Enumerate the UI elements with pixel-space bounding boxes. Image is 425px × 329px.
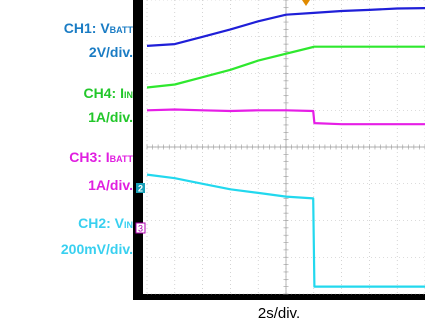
oscilloscope-screen: 2 3 <box>133 0 425 300</box>
trace-ch2 <box>146 173 425 288</box>
ch4-name: CH4: IIN <box>83 85 133 101</box>
trigger-position-marker <box>302 0 310 6</box>
ch3-ground-marker <box>135 222 146 234</box>
trace-ch1 <box>146 7 425 47</box>
scope-grid <box>146 0 425 295</box>
ch3-name: CH3: IBATT <box>69 149 133 165</box>
ch3-marker-text: 3 <box>138 224 143 234</box>
ch3-scale: 1A/div. <box>88 177 133 193</box>
ch1-name: CH1: VBATT <box>63 20 133 36</box>
trace-ch4 <box>146 45 425 89</box>
ch2-ground-marker <box>136 183 145 193</box>
ch2-scale: 200mV/div. <box>60 241 133 257</box>
ch4-scale: 1A/div. <box>88 109 133 125</box>
scope-traces <box>146 7 425 288</box>
x-axis-scale: 2s/div. <box>257 305 301 322</box>
ch1-scale: 2V/div. <box>88 44 133 60</box>
scope-markers: 2 3 <box>135 0 310 234</box>
ch2-name: CH2: VIN <box>78 215 133 231</box>
ch2-marker-text: 2 <box>138 184 143 194</box>
trace-ch3 <box>146 108 425 126</box>
